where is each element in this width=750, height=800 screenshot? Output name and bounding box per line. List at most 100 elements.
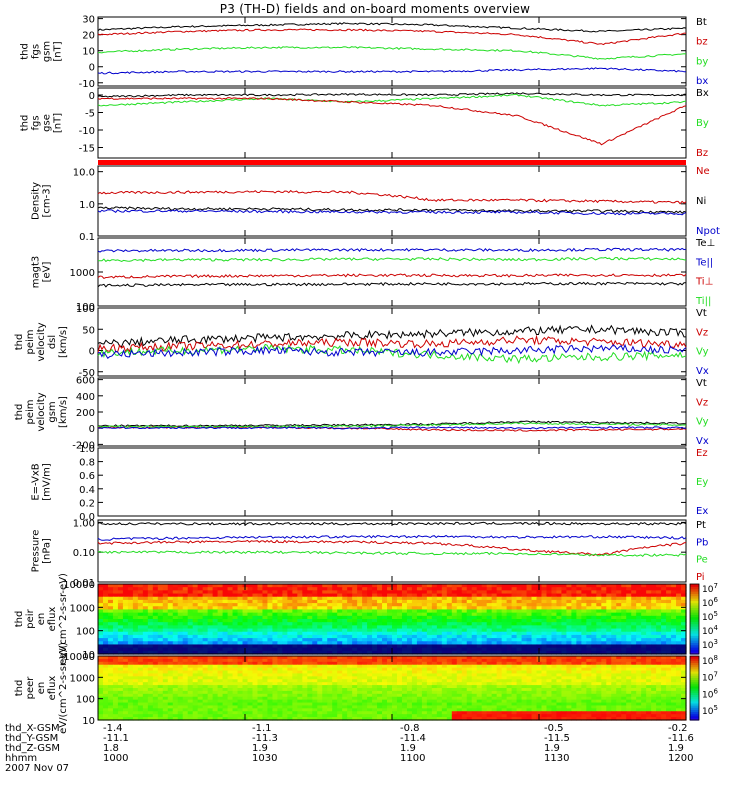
heatmap-cell	[576, 590, 582, 595]
heatmap-cell	[406, 625, 413, 630]
heatmap-cell	[302, 679, 308, 683]
heatmap-cell	[461, 593, 468, 598]
heatmap-cell	[666, 658, 672, 663]
heatmap-cell	[142, 682, 149, 686]
heatmap-cell	[671, 634, 677, 639]
heatmap-cell	[576, 593, 582, 598]
heatmap-cell	[406, 693, 413, 698]
series-line-pe	[97, 550, 687, 557]
heatmap-cell	[177, 625, 184, 630]
heatmap-cell	[122, 625, 129, 630]
heatmap-cell	[416, 696, 423, 701]
heatmap-cell	[426, 634, 433, 639]
y-axis-label-word: gsm	[42, 41, 53, 62]
heatmap-cell	[416, 612, 423, 617]
heatmap-cell	[267, 612, 273, 617]
heatmap-cell	[406, 590, 413, 595]
heatmap-cell	[202, 638, 209, 642]
heatmap-cell	[491, 661, 498, 666]
heatmap-cell	[237, 667, 244, 672]
legend-entry: Pe	[696, 555, 708, 566]
heatmap-cell	[172, 682, 179, 686]
heatmap-cell	[566, 647, 572, 652]
heatmap-cell	[252, 625, 259, 630]
heatmap-cell	[421, 622, 428, 626]
heatmap-cell	[192, 609, 199, 614]
heatmap-cell	[436, 661, 443, 666]
heatmap-cell	[441, 631, 448, 636]
heatmap-cell	[317, 603, 323, 607]
heatmap-cell	[172, 644, 179, 649]
heatmap-cell	[551, 664, 558, 669]
heatmap-cell	[352, 670, 358, 675]
heatmap-cell	[207, 702, 214, 707]
heatmap-cell	[282, 599, 288, 604]
heatmap-cell	[676, 622, 682, 626]
heatmap-cell	[317, 587, 323, 591]
heatmap-cell	[441, 673, 448, 677]
heatmap-cell	[98, 702, 104, 707]
legend-entry: Pt	[696, 520, 706, 531]
heatmap-cell	[312, 670, 318, 675]
heatmap-cell	[367, 584, 373, 588]
heatmap-cell	[571, 673, 577, 677]
heatmap-cell	[137, 685, 144, 689]
heatmap-cell	[506, 673, 513, 677]
heatmap-cell	[471, 690, 478, 695]
heatmap-cell	[342, 609, 348, 614]
heatmap-cell	[292, 644, 298, 649]
heatmap-cell	[177, 699, 184, 704]
heatmap-cell	[606, 628, 612, 633]
heatmap-cell	[267, 641, 273, 646]
heatmap-cell	[606, 622, 612, 626]
heatmap-cell	[227, 670, 234, 675]
heatmap-cell	[411, 688, 418, 692]
heatmap-cell	[586, 609, 592, 614]
heatmap-cell	[631, 661, 637, 666]
heatmap-cell	[172, 685, 179, 689]
heatmap-cell	[292, 656, 298, 660]
heatmap-cell	[676, 634, 682, 639]
heatmap-cell	[561, 625, 567, 630]
heatmap-cell	[561, 696, 567, 701]
heatmap-cell	[456, 699, 463, 704]
heatmap-cell	[491, 688, 498, 692]
heatmap-cell	[561, 612, 567, 617]
heatmap-cell	[322, 619, 328, 623]
heatmap-cell	[297, 676, 303, 680]
heatmap-cell	[566, 599, 572, 604]
heatmap-cell	[661, 612, 667, 617]
heatmap-cell	[277, 625, 283, 630]
heatmap-cell	[511, 615, 518, 620]
heatmap-cell	[347, 634, 353, 639]
heatmap-cell	[636, 596, 642, 601]
heatmap-cell	[382, 625, 388, 630]
heatmap-cell	[252, 705, 259, 709]
heatmap-cell	[601, 656, 607, 660]
heatmap-cell	[112, 596, 119, 601]
heatmap-cell	[486, 699, 493, 704]
heatmap-cell	[656, 596, 662, 601]
heatmap-cell	[162, 673, 169, 677]
heatmap-cell	[441, 699, 448, 704]
heatmap-cell	[596, 647, 602, 652]
heatmap-cell	[127, 615, 134, 620]
heatmap-cell	[671, 596, 677, 601]
heatmap-cell	[347, 702, 353, 707]
heatmap-cell	[606, 599, 612, 604]
heatmap-cell	[561, 658, 567, 663]
heatmap-cell	[287, 693, 293, 698]
heatmap-cell	[177, 664, 184, 669]
heatmap-cell	[436, 612, 443, 617]
heatmap-cell	[237, 634, 244, 639]
heatmap-cell	[551, 661, 558, 666]
heatmap-cell	[392, 647, 398, 652]
heatmap-cell	[511, 599, 518, 604]
heatmap-cell	[626, 688, 632, 692]
heatmap-cell	[337, 590, 343, 595]
heatmap-cell	[167, 644, 174, 649]
heatmap-cell	[466, 696, 473, 701]
heatmap-cell	[262, 690, 269, 695]
heatmap-cell	[98, 685, 104, 689]
heatmap-cell	[546, 702, 553, 707]
